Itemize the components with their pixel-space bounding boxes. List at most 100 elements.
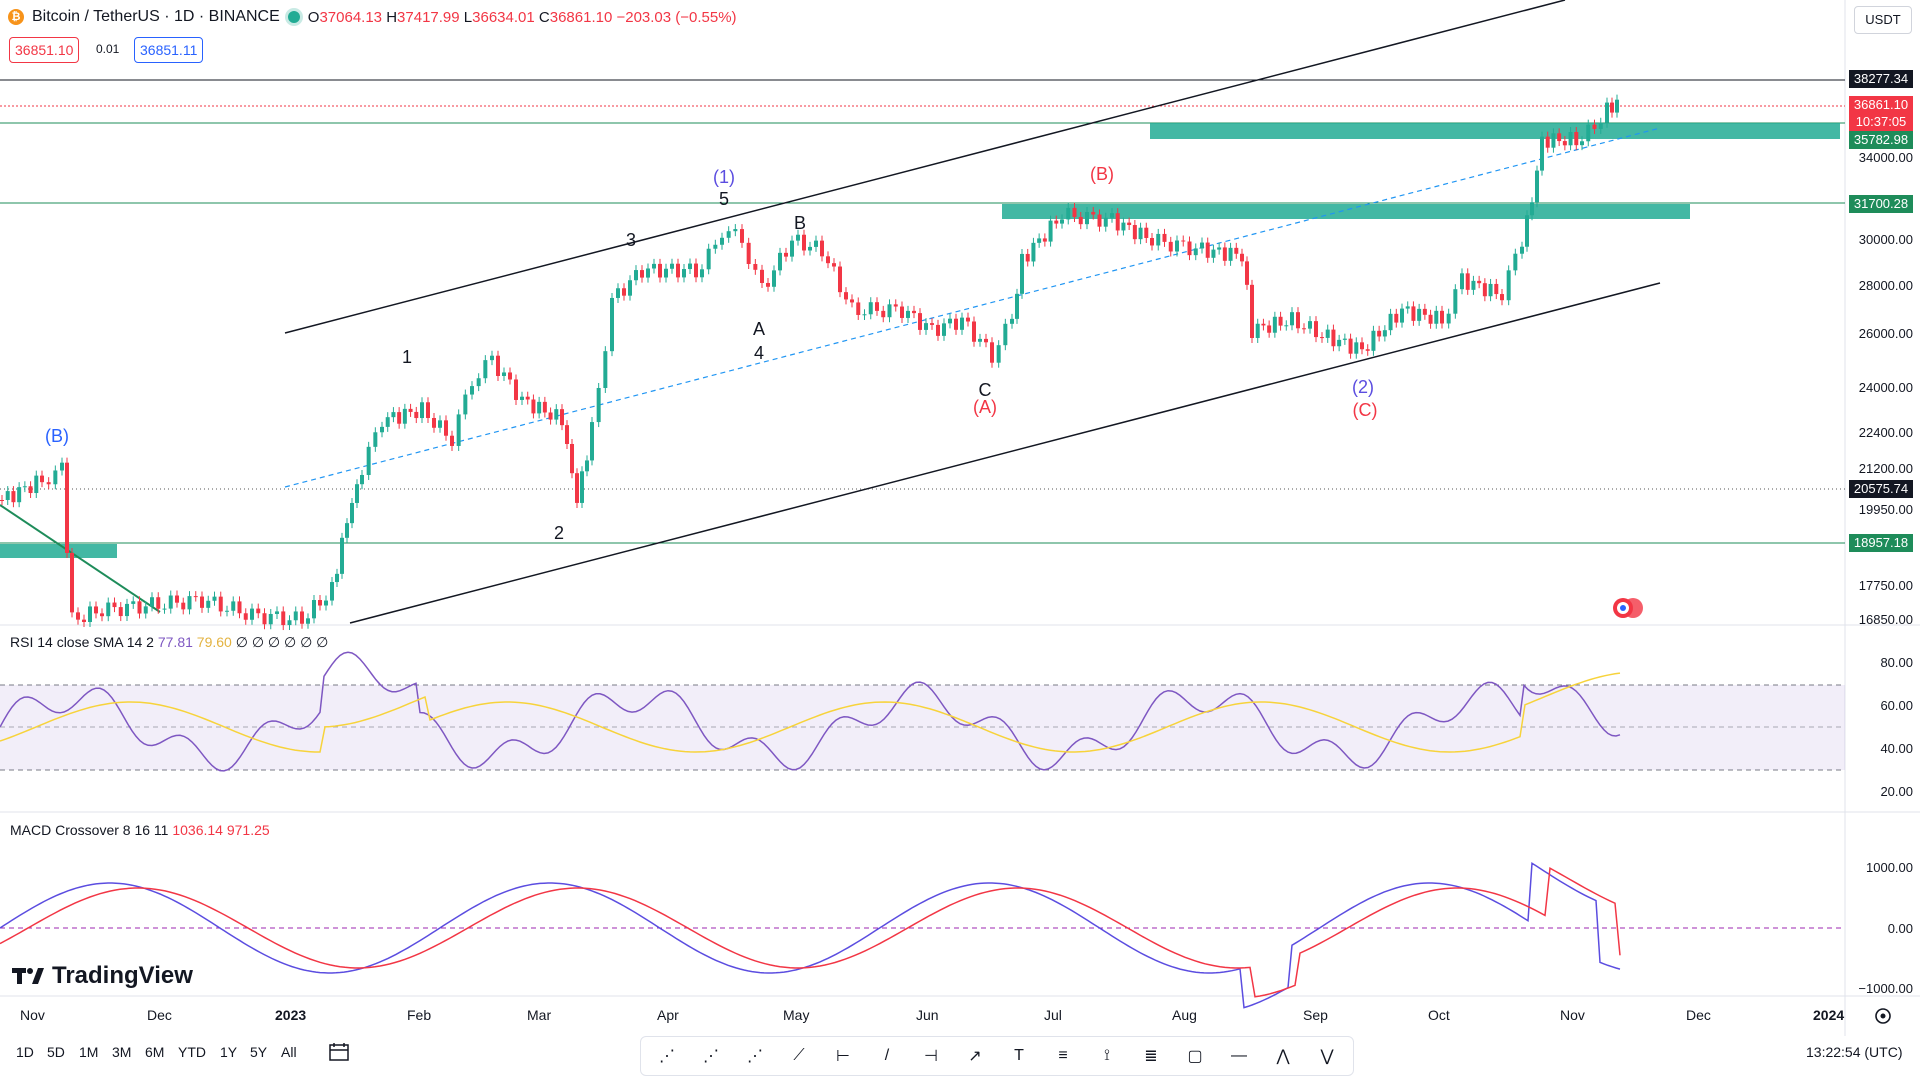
time-axis-label: Aug — [1172, 1007, 1197, 1023]
wave-label[interactable]: (A) — [973, 397, 997, 417]
tradingview-logo[interactable]: TradingView — [12, 962, 193, 990]
supply-zone-top[interactable] — [1150, 123, 1840, 139]
currency-selector[interactable]: USDT — [1854, 6, 1912, 34]
candle — [1411, 306, 1416, 321]
bitcoin-icon: ₿ — [8, 9, 24, 25]
price-range-icon[interactable]: ≣ — [1144, 1048, 1158, 1065]
time-axis-label: Nov — [20, 1007, 45, 1023]
timeframe-6m[interactable]: 6M — [145, 1044, 165, 1060]
timeframe-ytd[interactable]: YTD — [178, 1044, 206, 1060]
abc-pattern-2-icon[interactable]: ⋰ — [703, 1048, 719, 1065]
wave-label[interactable]: 5 — [718, 189, 730, 209]
wave-label[interactable]: (C) — [1352, 400, 1378, 420]
wave-label[interactable]: 4 — [753, 343, 765, 363]
candle — [476, 378, 481, 387]
wave-label[interactable]: (1) — [713, 167, 735, 187]
date-range-calendar-icon[interactable] — [328, 1041, 350, 1068]
candle — [1168, 241, 1173, 252]
timeframe-1d[interactable]: 1D — [16, 1044, 34, 1060]
economic-event-icon[interactable] — [1613, 598, 1643, 618]
abc-pattern-icon[interactable]: ⋰ — [659, 1048, 675, 1065]
candle — [1144, 227, 1149, 238]
timeframe-3m[interactable]: 3M — [112, 1044, 132, 1060]
rectangle-icon[interactable]: ▢ — [1187, 1048, 1203, 1065]
chart-canvas[interactable] — [0, 0, 1920, 1036]
trendline-icon[interactable]: ⟋ — [793, 1047, 805, 1064]
candle — [1234, 247, 1239, 254]
text-icon[interactable]: T — [1014, 1047, 1024, 1064]
candle — [11, 491, 16, 503]
macd-legend[interactable]: MACD Crossover 8 16 11 1036.14 971.25 — [10, 822, 270, 838]
sell-price-button[interactable]: 36851.10 — [9, 37, 80, 63]
symbol-title[interactable]: Bitcoin / TetherUS · 1D · BINANCE — [32, 8, 280, 25]
candle — [206, 600, 211, 608]
wxy-icon[interactable]: ⋀ — [1276, 1048, 1290, 1065]
supply-zone-mid[interactable] — [1002, 204, 1690, 219]
candle — [391, 412, 396, 418]
wave-label[interactable]: A — [752, 319, 766, 339]
candle — [912, 310, 916, 314]
timeframe-5y[interactable]: 5Y — [250, 1044, 268, 1060]
candle — [1562, 141, 1567, 146]
spread-value: 0.01 — [96, 42, 120, 56]
candle — [5, 491, 10, 500]
candle — [740, 229, 744, 243]
candle — [1500, 294, 1504, 301]
wave-label[interactable]: (B) — [45, 426, 69, 446]
demand-zone-left[interactable] — [0, 544, 117, 558]
tag-high-line: 38277.34 — [1849, 70, 1913, 88]
candle — [53, 470, 58, 485]
candle — [366, 446, 371, 475]
timeframe-all[interactable]: All — [281, 1044, 297, 1060]
rsi-legend[interactable]: RSI 14 close SMA 14 2 77.81 79.60 ∅ ∅ ∅ … — [10, 634, 329, 650]
clock[interactable]: 13:22:54 (UTC) — [1806, 1044, 1903, 1060]
candle — [520, 396, 524, 400]
path-icon[interactable]: ⟟ — [1104, 1047, 1110, 1064]
candle — [713, 244, 718, 249]
candle — [1354, 342, 1359, 354]
wave-label[interactable]: B — [793, 213, 807, 233]
rsi-line — [0, 651, 1621, 772]
wave-label[interactable]: C — [978, 380, 992, 400]
wave-label[interactable]: 2 — [553, 523, 565, 543]
candle — [1494, 283, 1499, 295]
candle — [966, 317, 970, 322]
arrow-icon[interactable]: ↗ — [968, 1048, 982, 1065]
candle — [218, 596, 223, 612]
horizontal-lines-icon[interactable]: ≡ — [1058, 1047, 1068, 1064]
wave-label[interactable]: (B) — [1090, 164, 1114, 184]
wave-label[interactable]: 3 — [625, 230, 637, 250]
candle — [1308, 321, 1312, 329]
candle — [168, 595, 173, 609]
candle — [746, 242, 751, 265]
candle — [1228, 247, 1233, 261]
buy-price-button[interactable]: 36851.11 — [134, 37, 204, 63]
timeframe-1m[interactable]: 1M — [79, 1044, 99, 1060]
settings-gear-icon[interactable] — [1875, 1008, 1891, 1024]
candle — [162, 608, 167, 610]
date-range-icon[interactable]: ⊣ — [924, 1048, 938, 1065]
wave-15-icon[interactable]: ⋰ — [747, 1048, 763, 1065]
line-icon[interactable]: / — [884, 1047, 890, 1064]
candle — [1586, 124, 1591, 142]
horizontal-ray-icon[interactable]: — — [1231, 1047, 1247, 1064]
candle — [1003, 323, 1008, 346]
candle — [397, 412, 402, 424]
candle — [548, 412, 553, 420]
candle — [658, 263, 662, 278]
tag-level-low: 20575.74 — [1849, 480, 1913, 498]
timeframe-1y[interactable]: 1Y — [220, 1044, 238, 1060]
price-axis-label: 16850.00 — [1858, 612, 1913, 627]
market-status-icon[interactable] — [287, 11, 300, 23]
wave-label[interactable]: 1 — [401, 347, 413, 367]
timeframe-5d[interactable]: 5D — [47, 1044, 65, 1060]
wxy-2-icon[interactable]: ⋁ — [1320, 1048, 1334, 1065]
candle — [1048, 220, 1053, 242]
candle — [483, 360, 488, 379]
price-candles — [0, 94, 1619, 631]
candle — [256, 608, 261, 614]
candle — [1331, 329, 1336, 347]
candle — [268, 613, 273, 625]
cursor-line-icon[interactable]: ⊢ — [836, 1048, 850, 1065]
wave-label[interactable]: (2) — [1352, 377, 1374, 397]
